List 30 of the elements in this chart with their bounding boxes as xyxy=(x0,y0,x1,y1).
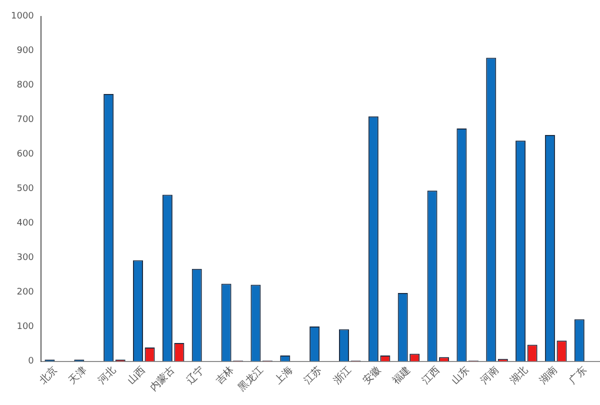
x-tick-label: 山西 xyxy=(125,364,148,387)
x-tick-label: 辽宁 xyxy=(184,364,207,387)
y-tick-label: 200 xyxy=(16,288,34,298)
y-tick-label: 600 xyxy=(16,150,34,160)
x-tick-label: 吉林 xyxy=(214,364,236,387)
x-tick-label: 山东 xyxy=(448,364,472,387)
x-tick-label: 北京 xyxy=(36,364,60,387)
x-tick-label: 湖南 xyxy=(537,364,560,387)
x-tick-label: 安徽 xyxy=(360,364,384,387)
y-tick-label: 400 xyxy=(16,218,34,229)
x-tick-label: 河南 xyxy=(478,364,501,387)
y-tick-label: 500 xyxy=(16,184,34,194)
x-tick-label: 广东 xyxy=(566,364,590,387)
y-tick-label: 300 xyxy=(16,253,34,264)
x-tick-label: 福建 xyxy=(390,364,413,387)
y-tick-label: 700 xyxy=(16,115,34,126)
y-tick-label: 1000 xyxy=(11,12,34,22)
x-tick-label: 上海 xyxy=(272,364,295,387)
x-tick-label: 湖北 xyxy=(508,364,530,387)
y-tick-label: 100 xyxy=(16,322,34,332)
x-tick-label: 天津 xyxy=(66,364,89,387)
x-tick-label: 河北 xyxy=(96,364,118,387)
x-tick-label: 江苏 xyxy=(302,364,324,387)
x-tick-label: 内蒙古 xyxy=(148,364,178,394)
x-tick-label: 江西 xyxy=(419,364,442,387)
y-tick-label: 800 xyxy=(16,80,34,91)
x-tick-label: 浙江 xyxy=(331,364,354,387)
y-tick-label: 900 xyxy=(16,46,34,56)
x-tick-label: 黑龙江 xyxy=(236,364,266,394)
y-tick-label: 0 xyxy=(28,356,34,367)
